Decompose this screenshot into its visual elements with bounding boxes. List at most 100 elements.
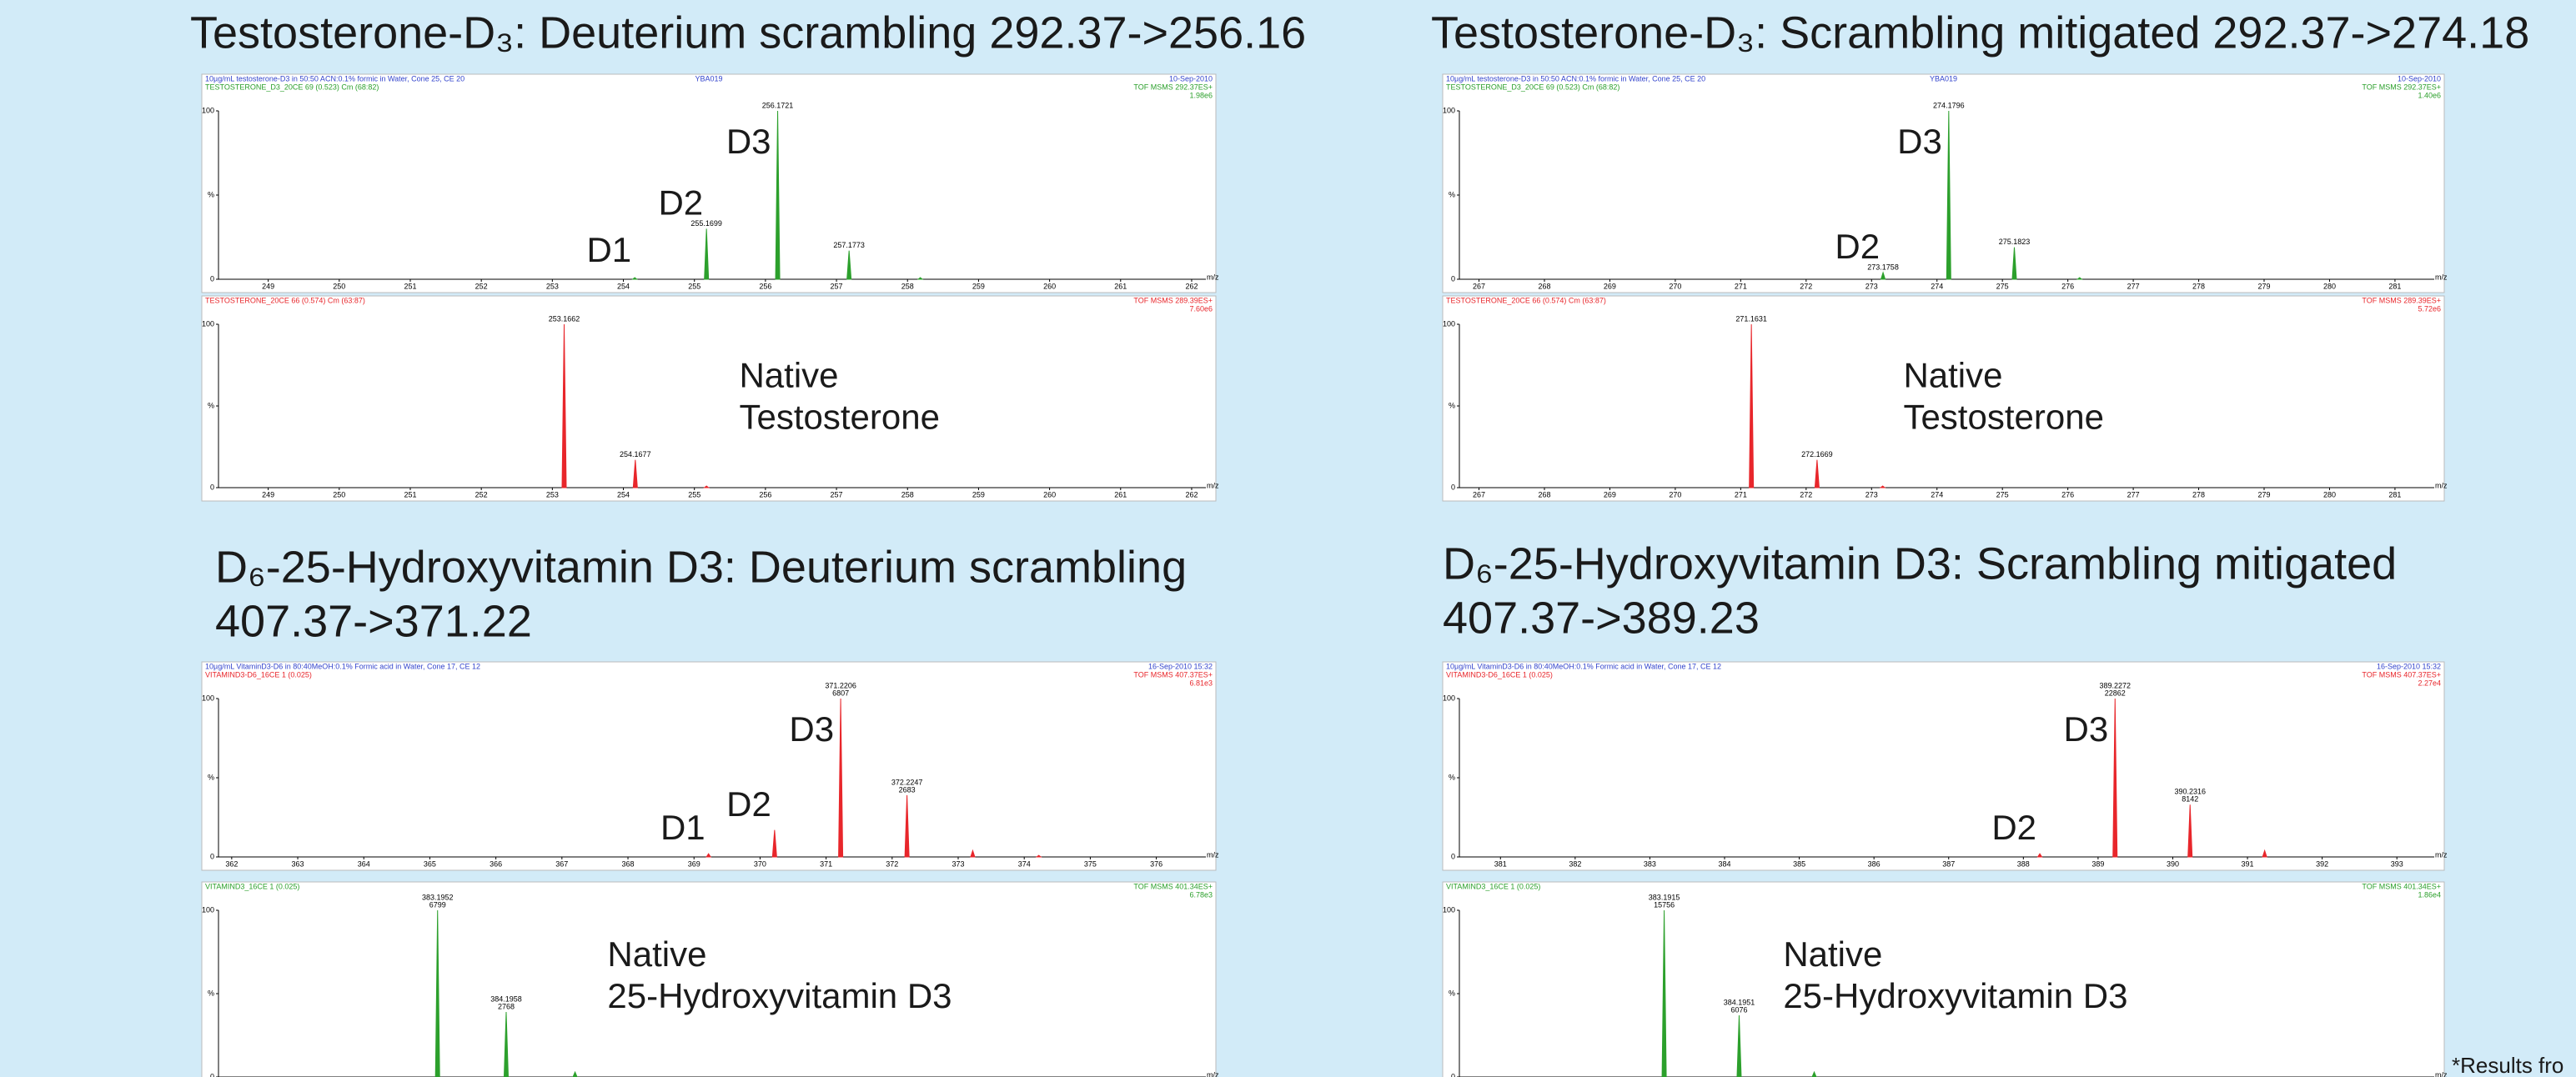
peak-label: 384.1951 xyxy=(1724,998,1755,1006)
y-tick-label: 100 xyxy=(1443,694,1455,702)
peak-label: 390.2316 xyxy=(2174,788,2206,796)
x-tick-label: 275 xyxy=(1996,282,2009,290)
peak-label: 384.1958 xyxy=(490,994,522,1003)
peak xyxy=(703,485,711,488)
x-axis-label: m/z xyxy=(2435,850,2448,859)
x-axis-label: m/z xyxy=(2435,1070,2448,1077)
peak xyxy=(1811,1070,1817,1077)
header-text: YBA019 xyxy=(695,74,722,83)
y-tick-label: % xyxy=(1449,773,1455,781)
header-text: 10-Sep-2010 xyxy=(2398,74,2441,83)
x-axis-label: m/z xyxy=(1207,273,1219,281)
x-tick-label: 254 xyxy=(617,490,630,498)
x-tick-label: 369 xyxy=(688,859,700,868)
x-tick-label: 383 xyxy=(1644,859,1656,868)
header-text: VITAMIND3_16CE 1 (0.025) xyxy=(205,882,299,890)
peak xyxy=(970,849,976,858)
peak xyxy=(916,277,924,280)
x-tick-label: 253 xyxy=(546,490,559,498)
x-axis-label: m/z xyxy=(1207,850,1219,859)
x-tick-label: 381 xyxy=(1494,859,1507,868)
x-tick-label: 258 xyxy=(901,490,914,498)
x-tick-label: 257 xyxy=(831,282,843,290)
header-text: 1.98e6 xyxy=(1189,91,1213,99)
header-text: 7.60e6 xyxy=(1189,304,1213,313)
x-tick-label: 277 xyxy=(2127,282,2140,290)
x-tick-label: 281 xyxy=(2388,282,2401,290)
peak-name: D2 xyxy=(658,183,703,222)
x-tick-label: 269 xyxy=(1604,282,1616,290)
x-tick-label: 366 xyxy=(490,859,502,868)
panel-title: Testosterone-D₃: Deuterium scrambling 29… xyxy=(190,8,1306,58)
x-tick-label: 261 xyxy=(1114,282,1127,290)
peak-label: 255.1699 xyxy=(690,219,722,228)
x-tick-label: 250 xyxy=(333,490,345,498)
x-tick-label: 281 xyxy=(2388,490,2401,498)
y-tick-label: 0 xyxy=(1451,1072,1455,1077)
peak xyxy=(1946,110,1951,280)
x-tick-label: 374 xyxy=(1018,859,1031,868)
x-tick-label: 268 xyxy=(1538,490,1550,498)
x-tick-label: 262 xyxy=(1185,490,1198,498)
peak-label: 22862 xyxy=(2105,689,2126,697)
note: 25-Hydroxyvitamin D3 xyxy=(1783,976,2127,1015)
y-tick-label: 100 xyxy=(202,106,214,114)
header-text: TOF MSMS 401.34ES+ xyxy=(1133,882,1213,890)
y-tick-label: 0 xyxy=(1451,852,1455,860)
peak xyxy=(561,323,567,488)
note: Testosterone xyxy=(1903,397,2103,436)
x-tick-label: 277 xyxy=(2127,490,2140,498)
x-tick-label: 258 xyxy=(901,282,914,290)
x-tick-label: 382 xyxy=(1569,859,1581,868)
x-tick-label: 392 xyxy=(2316,859,2328,868)
panel-title: D₆-25-Hydroxyvitamin D3: Deuterium scram… xyxy=(215,542,1187,592)
header-text: TOF MSMS 407.37ES+ xyxy=(2362,670,2441,679)
peak-label: 372.2247 xyxy=(891,778,923,786)
peak-label: 2768 xyxy=(498,1002,515,1010)
peak xyxy=(2076,277,2083,280)
header-text: 6.81e3 xyxy=(1189,679,1213,687)
peak-name: D2 xyxy=(1991,808,2036,847)
peak-label: 383.1952 xyxy=(422,893,454,901)
peak-label: 257.1773 xyxy=(833,241,865,249)
x-tick-label: 253 xyxy=(546,282,559,290)
x-tick-label: 251 xyxy=(404,282,416,290)
peak xyxy=(904,794,910,858)
x-tick-label: 364 xyxy=(358,859,370,868)
x-tick-label: 273 xyxy=(1865,282,1878,290)
x-tick-label: 370 xyxy=(754,859,766,868)
header-text: VITAMIND3-D6_16CE 1 (0.025) xyxy=(205,670,312,679)
x-tick-label: 252 xyxy=(475,490,488,498)
header-text: 10-Sep-2010 xyxy=(1169,74,1213,83)
footnote: *Results fro xyxy=(2452,1053,2563,1077)
y-tick-label: 0 xyxy=(1451,274,1455,283)
header-text: 1.40e6 xyxy=(2418,91,2441,99)
x-tick-label: 259 xyxy=(972,282,985,290)
peak-name: D2 xyxy=(1835,227,1880,266)
peak-label: 253.1662 xyxy=(549,314,580,323)
spectrum-frame xyxy=(201,295,1217,502)
header-text: 6.78e3 xyxy=(1189,890,1213,899)
peak-label: 272.1669 xyxy=(1801,450,1833,458)
x-tick-label: 368 xyxy=(622,859,635,868)
peak xyxy=(1879,485,1886,488)
header-text: 10µg/mL testosterone-D3 in 50:50 ACN:0.1… xyxy=(205,74,464,83)
peak xyxy=(632,459,638,488)
x-tick-label: 365 xyxy=(424,859,436,868)
header-text: TOF MSMS 289.39ES+ xyxy=(2362,296,2441,304)
x-tick-label: 260 xyxy=(1043,490,1056,498)
header-text: 16-Sep-2010 15:32 xyxy=(1148,662,1213,670)
x-tick-label: 279 xyxy=(2257,490,2270,498)
x-tick-label: 385 xyxy=(1793,859,1805,868)
panel-title: Testosterone-D₃: Scrambling mitigated 29… xyxy=(1431,8,2529,58)
peak-name: D2 xyxy=(726,784,771,824)
x-tick-label: 384 xyxy=(1718,859,1730,868)
x-tick-label: 254 xyxy=(617,282,630,290)
peak xyxy=(1661,909,1667,1077)
header-text: YBA019 xyxy=(1930,74,1957,83)
header-text: 10µg/mL testosterone-D3 in 50:50 ACN:0.1… xyxy=(1446,74,1705,83)
peak-label: 6799 xyxy=(429,900,446,909)
y-tick-label: 100 xyxy=(1443,106,1455,114)
x-tick-label: 390 xyxy=(2167,859,2179,868)
